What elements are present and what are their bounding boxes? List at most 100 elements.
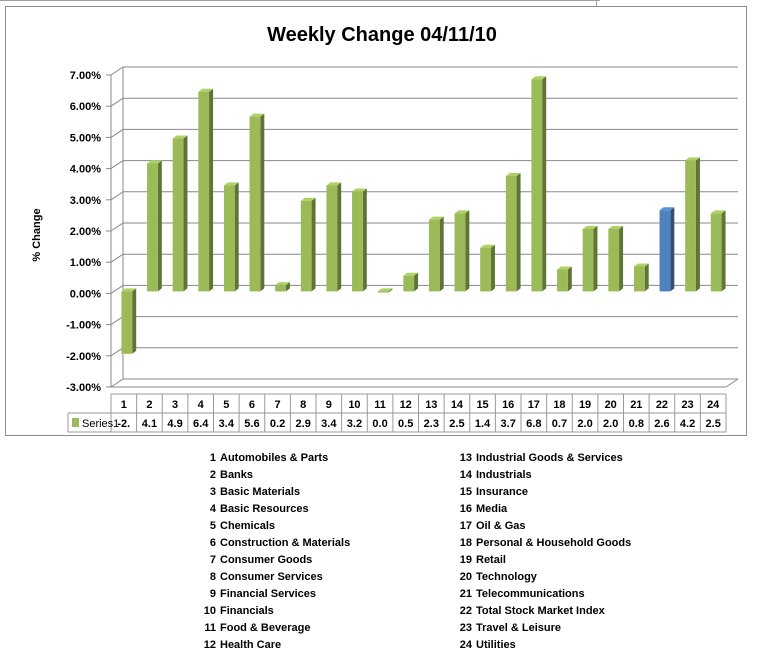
y-tick-label: 3.00% (70, 195, 101, 207)
x-tick-label: 13 (425, 399, 437, 411)
bar-top (275, 282, 290, 286)
bar-top (505, 172, 521, 176)
bar-20 (608, 226, 624, 292)
data-label: 3.7 (501, 418, 516, 430)
category-key-label: Oil & Gas (476, 520, 526, 532)
bar-side (183, 135, 188, 292)
category-key-number: 7 (209, 554, 216, 566)
bar-side (670, 207, 675, 292)
data-label: 1.4 (475, 418, 491, 430)
bar-top (557, 266, 572, 270)
bar-side (285, 282, 290, 292)
category-key-label: Banks (220, 469, 254, 481)
category-key-item: 19 Retail (456, 552, 631, 569)
category-key-number: 2 (209, 469, 216, 481)
category-key-label: Industrial Goods & Services (476, 452, 623, 464)
category-key-label: Financials (220, 605, 274, 617)
category-key-item: 15 Insurance (456, 484, 631, 501)
category-key-number: 14 (459, 469, 472, 481)
bar-side (516, 172, 521, 292)
bar-6 (249, 113, 265, 292)
category-key-item: 2 Banks (200, 467, 350, 484)
data-label: 5.6 (244, 418, 259, 430)
gridline-side (110, 66, 124, 76)
x-tick-label: 12 (400, 399, 412, 411)
bar-side (490, 244, 495, 292)
category-key-item: 10 Financials (200, 603, 350, 620)
data-label: 2.5 (449, 418, 464, 430)
category-key-item: 13 Industrial Goods & Services (456, 450, 631, 467)
bar-top (198, 88, 214, 92)
gridline-side (110, 316, 124, 326)
bar-17 (531, 76, 547, 292)
category-key-label: Total Stock Market Index (476, 605, 605, 617)
floor-right-edge (725, 378, 739, 388)
bar-top (531, 76, 547, 80)
bar-11 (377, 288, 393, 293)
category-key-number: 8 (209, 571, 216, 583)
category-key-label: Basic Materials (220, 486, 301, 498)
data-label: 0.7 (552, 418, 567, 430)
data-label: 4.2 (680, 418, 695, 430)
category-key-label: Health Care (220, 639, 282, 651)
bar-front (454, 213, 466, 292)
category-key-label: Technology (476, 571, 537, 583)
gridline-side (110, 191, 124, 201)
category-key-number: 10 (203, 605, 216, 617)
category-key-item: 8 Consumer Services (200, 569, 350, 586)
data-label: 0.0 (372, 418, 387, 430)
category-key-label: Chemicals (220, 520, 276, 532)
category-key-item: 20 Technology (456, 569, 631, 586)
category-key-number: 16 (459, 503, 472, 515)
bar-top (326, 182, 342, 186)
chart-area: Weekly Change 04/11/10 % Change 7.00% 6.0… (5, 6, 747, 436)
bar-front (633, 266, 645, 292)
top-border-tick (596, 0, 597, 6)
bar-top (659, 207, 675, 211)
y-tick-label: 0.00% (70, 288, 101, 300)
bar-1 (121, 288, 137, 354)
x-tick-label: 15 (476, 399, 488, 411)
bar-front (275, 285, 286, 292)
bar-22 (659, 207, 675, 292)
x-tick-label: 22 (656, 399, 668, 411)
category-key-label: Basic Resources (220, 503, 309, 515)
bar-front (428, 219, 440, 292)
bar-21 (633, 263, 649, 292)
bar-top (377, 288, 393, 292)
bar-front (300, 200, 312, 292)
bar-side (362, 188, 367, 292)
bar-top (172, 135, 188, 139)
bar-12 (403, 272, 419, 292)
bar-top (300, 197, 316, 201)
y-tick-label: -1.00% (66, 320, 101, 332)
bar-front (198, 91, 210, 292)
bar-side (567, 266, 572, 292)
bar-16 (505, 172, 521, 292)
data-label: 2.5 (706, 418, 721, 430)
bar-top (480, 244, 495, 248)
category-key-label: Food & Beverage (220, 622, 311, 634)
data-label: 6.8 (526, 418, 541, 430)
chart-svg: Weekly Change 04/11/10 % Change 7.00% 6.0… (31, 24, 739, 433)
bar-front (326, 185, 338, 292)
category-key-item: 5 Chemicals (200, 518, 350, 535)
bar-side (465, 210, 470, 292)
x-tick-label: 1 (121, 399, 127, 411)
x-tick-label: 17 (528, 399, 540, 411)
bar-top (428, 216, 444, 220)
category-key-item: 16 Media (456, 501, 631, 518)
bar-front (147, 163, 158, 292)
y-tick-label: 4.00% (70, 164, 101, 176)
bar-side (644, 263, 649, 292)
bar-front (480, 247, 491, 292)
bar-front (223, 185, 235, 292)
data-label: 3.4 (321, 418, 337, 430)
x-tick-label: 19 (579, 399, 591, 411)
bar-15 (480, 244, 495, 292)
gridline-side (110, 253, 124, 263)
x-tick-label: 11 (374, 399, 386, 411)
bar-top (608, 226, 624, 229)
category-key-item: 18 Personal & Household Goods (456, 535, 632, 552)
category-key-number: 12 (203, 639, 216, 651)
